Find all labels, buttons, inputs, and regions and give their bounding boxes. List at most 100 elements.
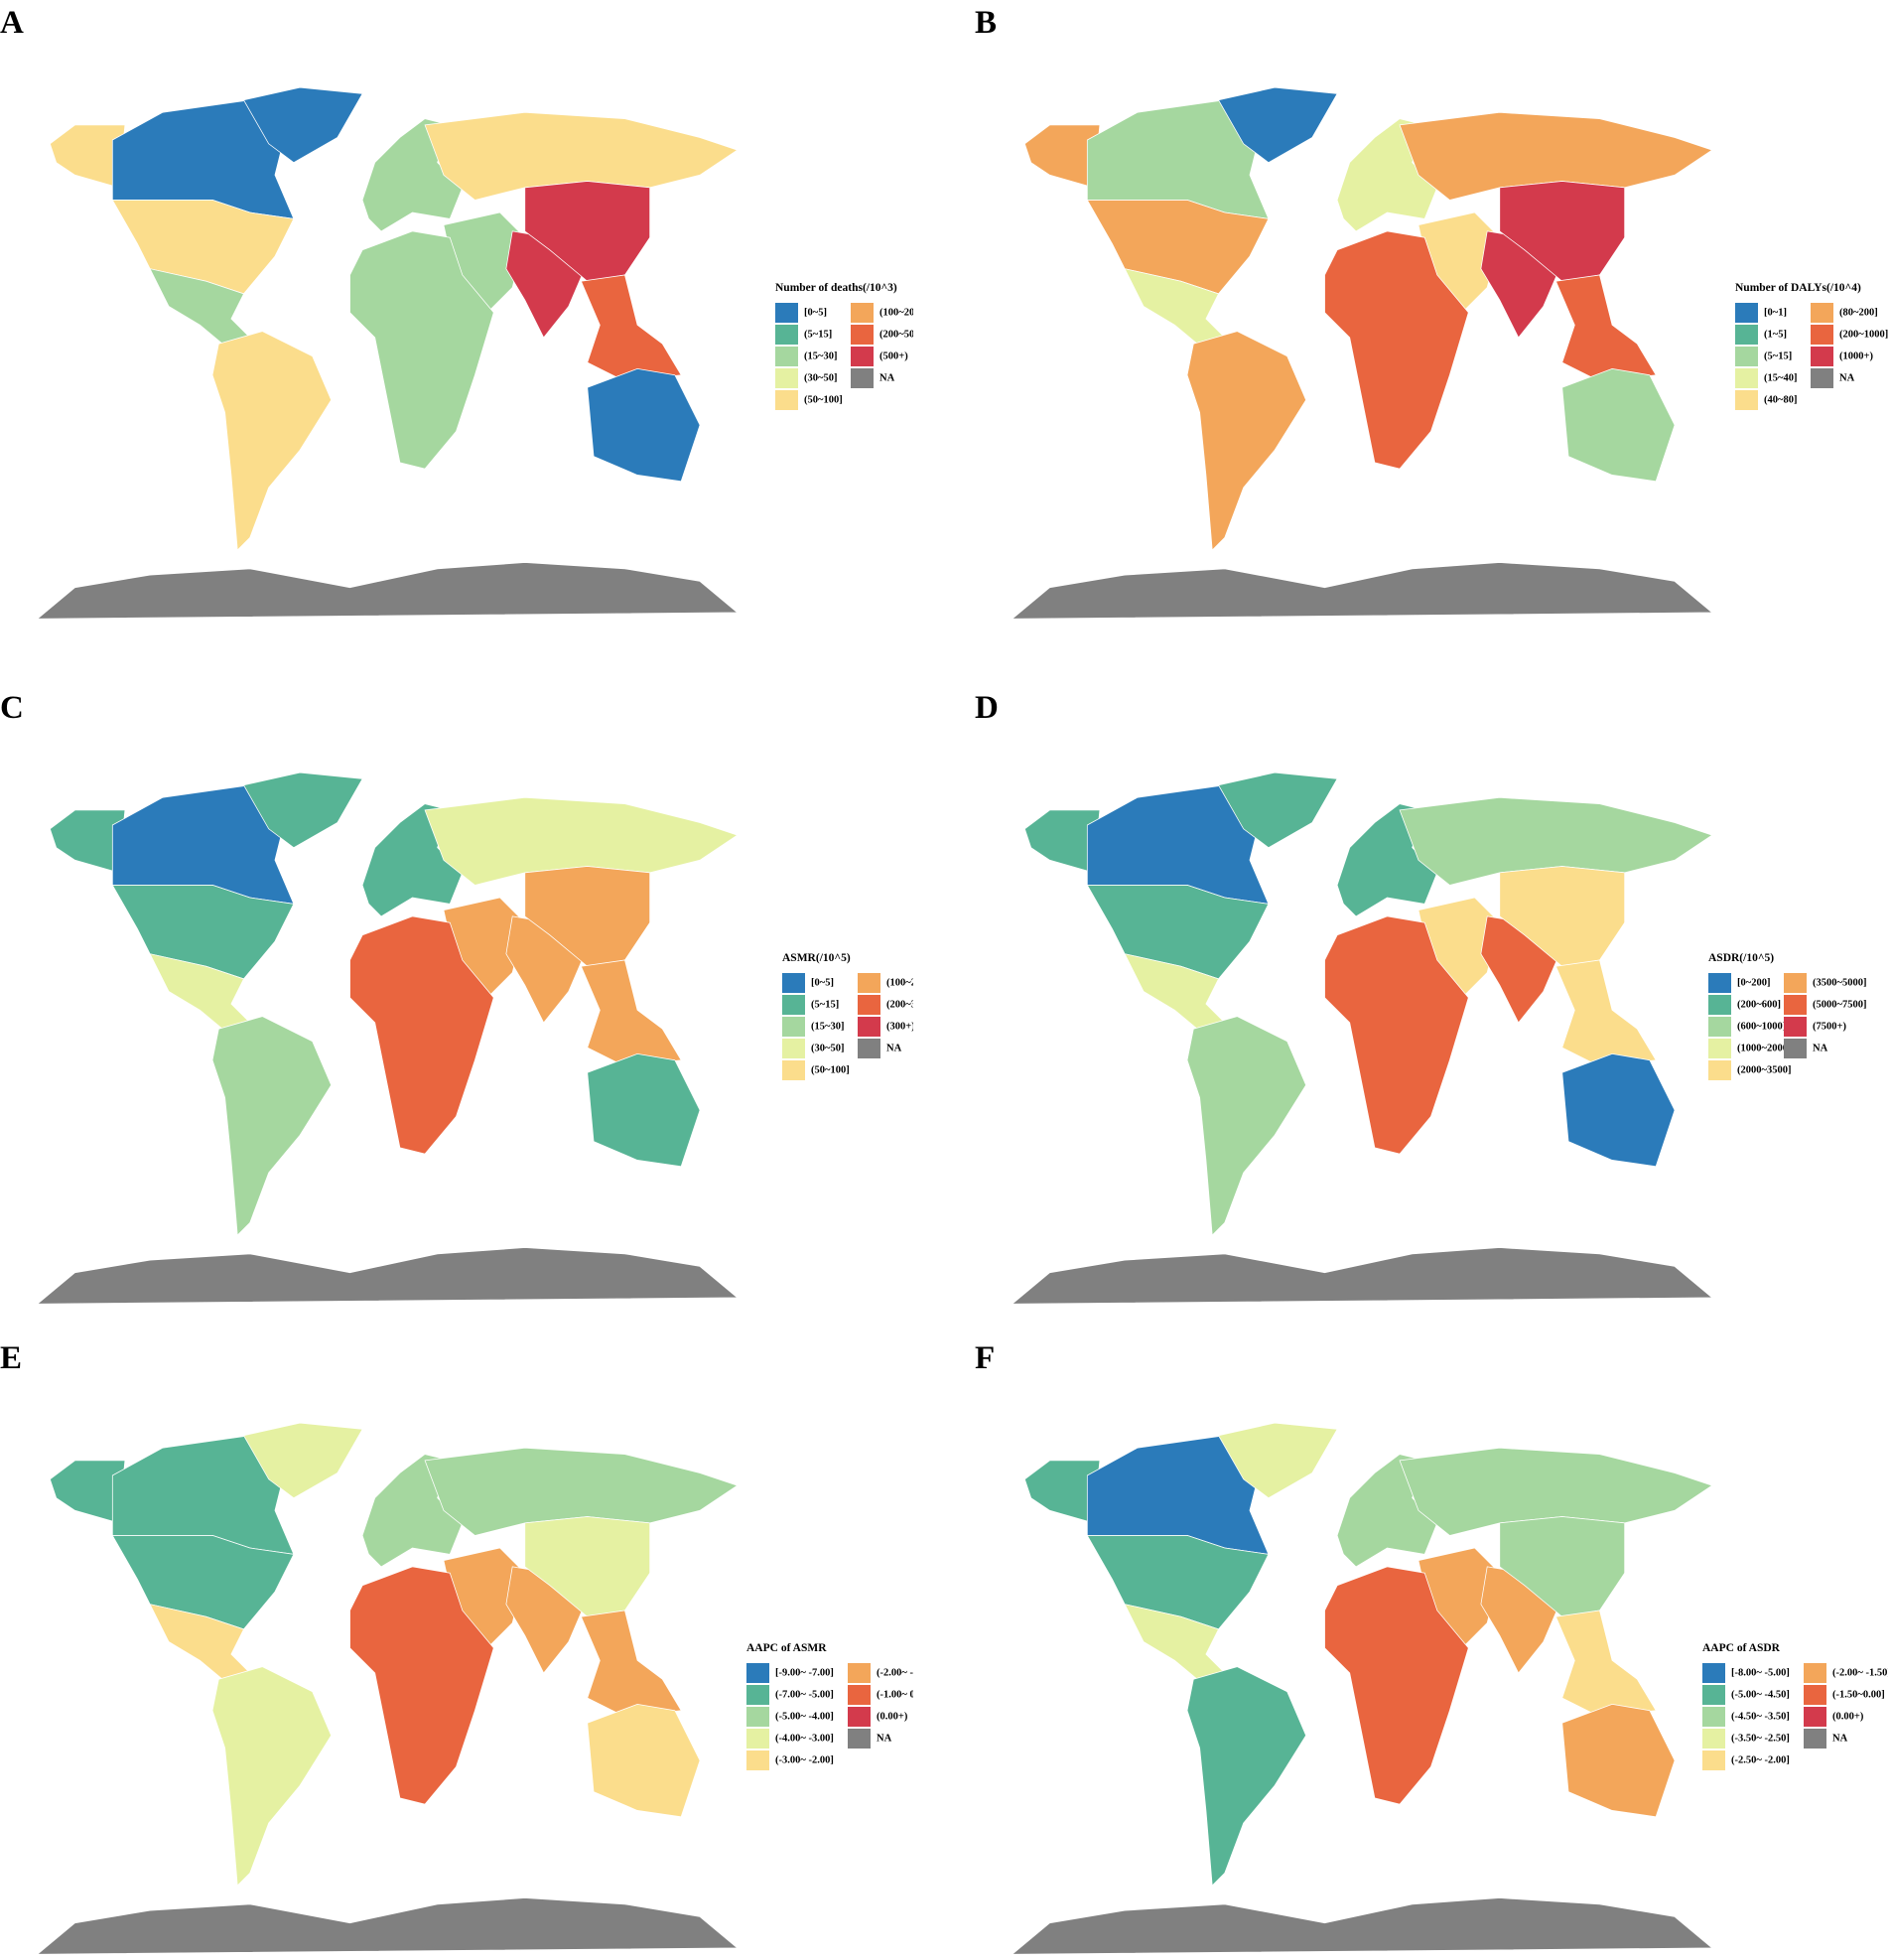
legend-swatch bbox=[851, 347, 874, 366]
legend-swatch bbox=[746, 1707, 769, 1727]
legend-item: NA bbox=[1813, 1043, 1828, 1053]
legend-item: [0~5] bbox=[804, 307, 827, 318]
legend-title: AAPC of ASDR bbox=[1702, 1642, 1781, 1654]
legend-swatch bbox=[848, 1685, 871, 1705]
panel-label: B bbox=[975, 5, 997, 41]
legend-swatch bbox=[1811, 325, 1833, 345]
legend-swatch bbox=[858, 1017, 880, 1037]
australia bbox=[587, 1704, 701, 1818]
antarctica bbox=[1011, 1897, 1713, 1955]
southeast-asia bbox=[1554, 274, 1657, 382]
legend-swatch bbox=[851, 368, 874, 388]
legend-swatch bbox=[1702, 1707, 1725, 1727]
legend-item: (30~50] bbox=[804, 372, 837, 383]
africa bbox=[1324, 915, 1469, 1155]
greenland bbox=[242, 1422, 363, 1499]
legend-swatch bbox=[858, 995, 880, 1015]
legend-item: (-2.00~ -1.50] bbox=[1832, 1667, 1888, 1678]
legend-item: [0~1] bbox=[1764, 307, 1787, 318]
legend-swatch bbox=[775, 368, 798, 388]
legend-item: (300+) bbox=[886, 1021, 913, 1032]
world-map bbox=[36, 1422, 739, 1955]
australia bbox=[587, 1053, 701, 1168]
antarctica bbox=[1011, 562, 1713, 620]
legend-item: (200~300] bbox=[886, 999, 913, 1010]
world-map bbox=[36, 86, 739, 620]
legend-swatch bbox=[1784, 973, 1807, 993]
legend-swatch bbox=[1702, 1663, 1725, 1683]
legend-item: [0~200] bbox=[1737, 977, 1770, 988]
legend-item: (5~15] bbox=[804, 329, 832, 340]
legend-item: [-9.00~ -7.00] bbox=[775, 1667, 834, 1678]
antarctica bbox=[36, 562, 739, 620]
australia bbox=[1561, 368, 1676, 483]
greenland bbox=[242, 86, 363, 164]
legend-item: [0~5] bbox=[811, 977, 834, 988]
russia bbox=[424, 111, 739, 201]
legend-swatch bbox=[1784, 995, 1807, 1015]
southeast-asia bbox=[1554, 959, 1657, 1067]
legend-swatch bbox=[851, 325, 874, 345]
legend-item: (200~500] bbox=[879, 329, 913, 340]
legend-swatch bbox=[782, 973, 805, 993]
world-map bbox=[1011, 1422, 1713, 1955]
south-america bbox=[1186, 1016, 1307, 1236]
legend-item: (500+) bbox=[879, 350, 908, 361]
legend-swatch bbox=[848, 1707, 871, 1727]
russia bbox=[424, 1447, 739, 1536]
legend-item: NA bbox=[1832, 1733, 1848, 1744]
greenland bbox=[1217, 1422, 1338, 1499]
legend-swatch bbox=[1735, 303, 1758, 323]
russia bbox=[1399, 796, 1713, 886]
legend-item: NA bbox=[886, 1043, 902, 1053]
legend-swatch bbox=[782, 1017, 805, 1037]
legend-swatch bbox=[1702, 1685, 1725, 1705]
legend-item: NA bbox=[1839, 372, 1855, 383]
legend-swatch bbox=[1811, 368, 1833, 388]
south-america bbox=[1186, 1666, 1307, 1887]
legend-item: (200~600] bbox=[1737, 999, 1781, 1010]
legend-item: (2000~3500] bbox=[1737, 1064, 1791, 1075]
legend-item: (50~100] bbox=[811, 1064, 850, 1075]
legend-item: [-8.00~ -5.00] bbox=[1731, 1667, 1790, 1678]
legend-swatch bbox=[1708, 973, 1731, 993]
south-america bbox=[211, 1016, 333, 1236]
world-map bbox=[1011, 771, 1713, 1305]
australia bbox=[587, 368, 701, 483]
legend-item: (-1.50~0.00] bbox=[1832, 1689, 1885, 1700]
legend-item: (1000+) bbox=[1839, 350, 1873, 361]
russia bbox=[1399, 111, 1713, 201]
legend-swatch bbox=[1708, 995, 1731, 1015]
legend-item: (600~1000] bbox=[1737, 1021, 1786, 1032]
map-panel: B Number of DALYs(/10^4) [0~1] (1~5] (5~15] (… bbox=[975, 5, 1888, 620]
legend-item: (1~5] bbox=[1764, 329, 1787, 340]
panel-label: D bbox=[975, 690, 999, 726]
panel-label: C bbox=[0, 690, 24, 726]
map-panel: E AAPC of ASMR [-9.00~ -7.00] (-7.00~ -5.00… bbox=[0, 1340, 913, 1955]
southeast-asia bbox=[580, 1610, 682, 1718]
legend-item: (0.00+) bbox=[1832, 1711, 1864, 1722]
map-panel: F AAPC of ASDR [-8.00~ -5.00] (-5.00~ -4.50… bbox=[975, 1340, 1888, 1955]
panel-label: F bbox=[975, 1340, 995, 1376]
greenland bbox=[1217, 86, 1338, 164]
legend-swatch bbox=[1735, 390, 1758, 410]
legend-swatch bbox=[851, 303, 874, 323]
legend-item: (5000~7500] bbox=[1813, 999, 1866, 1010]
world-map bbox=[1011, 86, 1713, 620]
legend-item: (-2.00~ -1.00] bbox=[877, 1667, 913, 1678]
africa bbox=[349, 230, 494, 470]
panel-label: E bbox=[0, 1340, 22, 1376]
russia bbox=[424, 796, 739, 886]
legend-swatch bbox=[858, 973, 880, 993]
africa bbox=[349, 1566, 494, 1805]
legend-title: AAPC of ASMR bbox=[746, 1642, 827, 1654]
legend-item: (-1.00~ 0.00] bbox=[877, 1689, 913, 1700]
legend-item: (0.00+) bbox=[877, 1711, 908, 1722]
legend-swatch bbox=[1735, 368, 1758, 388]
legend-swatch bbox=[1784, 1039, 1807, 1058]
map-panel: D ASDR(/10^5) [0~200] (200~600] (600~1000] (1… bbox=[975, 690, 1866, 1305]
legend-swatch bbox=[775, 325, 798, 345]
legend-swatch bbox=[1804, 1729, 1826, 1749]
legend-swatch bbox=[782, 1060, 805, 1080]
